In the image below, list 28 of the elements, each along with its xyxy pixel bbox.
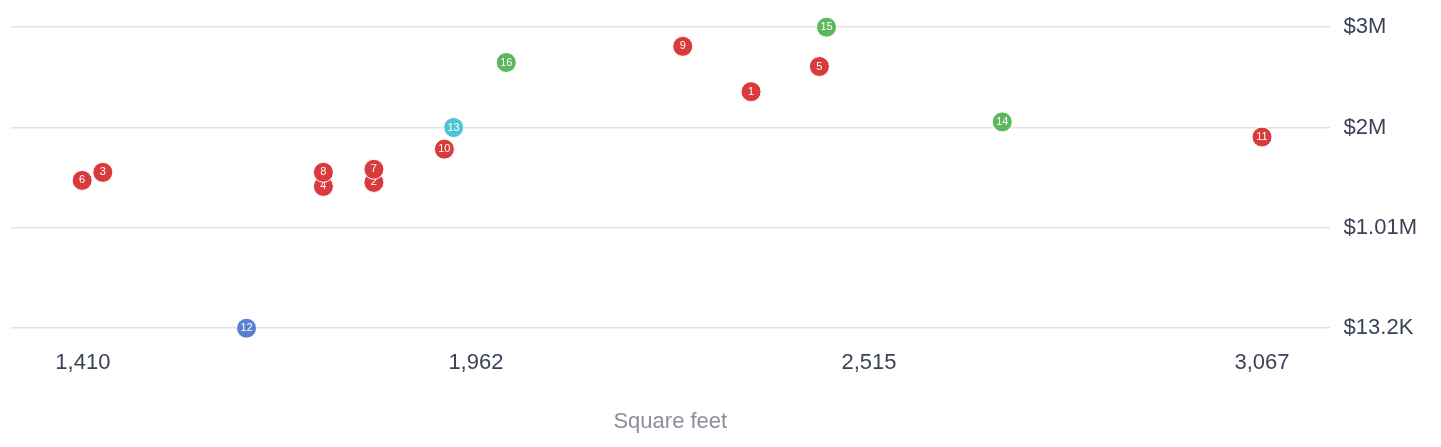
point: [672, 35, 694, 57]
annotation: 7: [370, 162, 377, 175]
annotation: 9: [679, 39, 686, 52]
x-tick-label: 2,515: [841, 349, 897, 375]
annotation: 6: [79, 173, 86, 186]
annotation: 15: [820, 20, 833, 33]
x-tick-label: 1,410: [55, 349, 111, 375]
point: [71, 169, 93, 191]
y-tick-label: $3M: [1343, 13, 1387, 39]
annotation: 11: [1256, 130, 1268, 143]
annotation: 13: [447, 120, 460, 133]
x-tick-label: 1,962: [448, 349, 504, 375]
x-axis-title: Square feet: [613, 407, 728, 433]
y-tick-label: $2M: [1343, 113, 1387, 139]
annotation: 5: [816, 59, 823, 72]
annotation: 14: [996, 114, 1009, 127]
annotation: 3: [99, 165, 106, 178]
annotation: 1: [748, 84, 755, 97]
y-tick-label: $13.2K: [1343, 314, 1414, 340]
point: [808, 56, 830, 77]
annotation: 10: [438, 142, 451, 155]
annotation: 16: [500, 55, 513, 68]
point: [740, 81, 762, 103]
annotation: 12: [240, 321, 253, 334]
x-tick-label: 3,067: [1234, 349, 1290, 375]
y-tick-label: $1.01M: [1343, 213, 1418, 239]
point: [92, 161, 114, 183]
annotation: 8: [320, 165, 327, 178]
